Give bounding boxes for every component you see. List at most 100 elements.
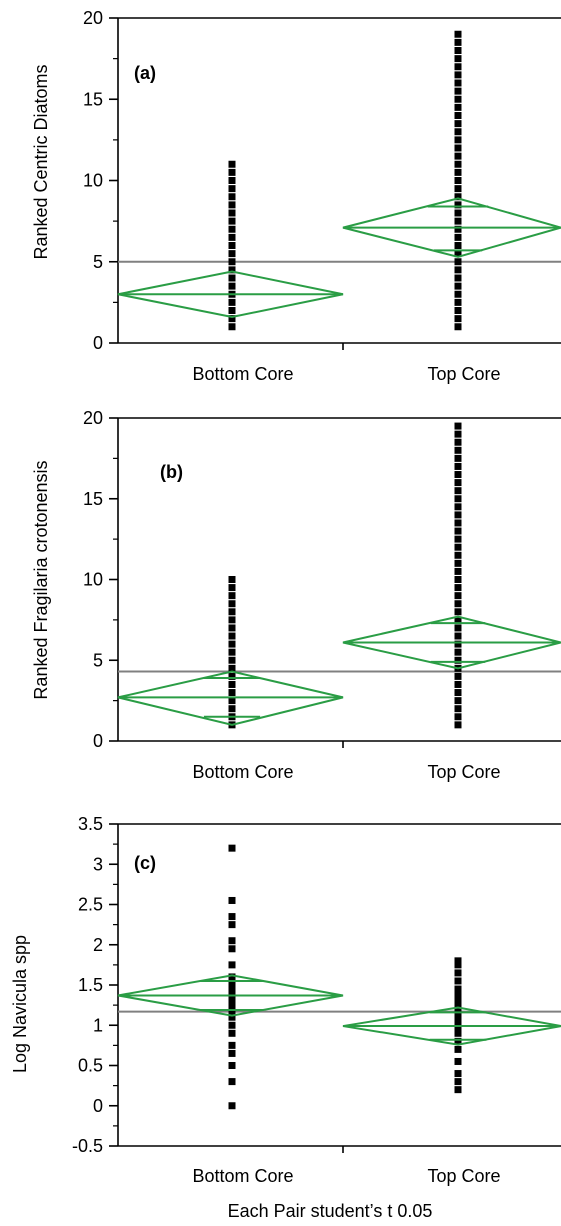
panel-a-data-point bbox=[454, 38, 462, 46]
panel-a-data-point bbox=[454, 47, 462, 54]
panel-b-xtick-top-core: Top Core bbox=[427, 762, 500, 782]
panel-b-data-point bbox=[454, 697, 462, 705]
panel-c-data-point bbox=[454, 1045, 462, 1053]
panel-b-y-tick-label: 15 bbox=[83, 489, 103, 509]
panel-a-data-point bbox=[228, 209, 236, 217]
panel-a-data-point bbox=[228, 160, 236, 168]
panel-a-data-point bbox=[454, 168, 462, 176]
panel-c-data-point bbox=[454, 1013, 462, 1021]
panel-b-data-point bbox=[454, 656, 462, 664]
panel-a-data-point bbox=[228, 193, 236, 201]
panel-c-data-point bbox=[228, 1021, 236, 1029]
panel-a-data-point bbox=[228, 168, 236, 176]
panel-c-data-point bbox=[454, 997, 462, 1005]
panel-b-data-point bbox=[454, 511, 462, 519]
panel-c-data-point bbox=[228, 981, 236, 989]
panel-c-xtick-top-core: Top Core bbox=[427, 1166, 500, 1186]
panel-a-data-point bbox=[454, 136, 462, 144]
panel-c-y-tick-label: 0.5 bbox=[78, 1056, 103, 1076]
panel-a-data-point bbox=[228, 177, 236, 184]
panel-b-data-point bbox=[454, 446, 462, 454]
panel-b-data-point bbox=[454, 616, 462, 624]
panel-c-data-point bbox=[454, 1025, 462, 1033]
panel-c-data-point bbox=[228, 1009, 236, 1017]
panel-a-data-point bbox=[454, 185, 462, 193]
panel-b-data-point bbox=[228, 600, 236, 608]
panel-a-data-point bbox=[454, 79, 462, 87]
panel-a-data-point bbox=[454, 193, 462, 201]
panel-b-data-point bbox=[454, 632, 462, 640]
panel-b-data-point bbox=[454, 471, 462, 479]
panel-b-data-point bbox=[454, 584, 462, 592]
panel-c-data-point bbox=[454, 1070, 462, 1078]
panel-a-data-point bbox=[228, 185, 236, 193]
panel-b-data-point bbox=[228, 705, 236, 713]
panel-b-data-point bbox=[228, 576, 236, 583]
panel-c-data-point bbox=[454, 993, 462, 1001]
panel-c-y-tick-label: 2 bbox=[93, 935, 103, 955]
panel-b-xtick-bottom-core: Bottom Core bbox=[192, 762, 293, 782]
panel-a-means-diamond bbox=[342, 197, 561, 258]
panel-b-data-point bbox=[454, 479, 462, 487]
panel-a-data-point bbox=[454, 55, 462, 63]
panel-b-data-point bbox=[454, 680, 462, 688]
panel-c-data-point bbox=[228, 961, 236, 969]
panel-a-data-point bbox=[454, 128, 462, 136]
panel-a-data-point bbox=[228, 225, 236, 233]
panel-b-y-tick-label: 10 bbox=[83, 570, 103, 590]
panel-b-data-point bbox=[228, 656, 236, 664]
panel-a-data-point bbox=[454, 201, 462, 209]
panel-a-data-point bbox=[454, 282, 462, 290]
panel-b-data-point bbox=[228, 608, 236, 616]
panel-a-data-point bbox=[454, 307, 462, 314]
panel-b-data-point bbox=[454, 503, 462, 511]
panel-b-data-point bbox=[454, 648, 462, 656]
panel-b-data-point bbox=[454, 527, 462, 535]
panel-c-data-point bbox=[228, 1041, 236, 1049]
panel-a-data-point bbox=[454, 323, 462, 331]
panel-a-data-point bbox=[228, 266, 236, 274]
panel-c-data-point bbox=[228, 1049, 236, 1057]
figure-xlabel: Each Pair student’s t 0.05 bbox=[228, 1201, 433, 1221]
panel-b-data-point bbox=[228, 640, 236, 648]
panel-b-data-point bbox=[228, 616, 236, 624]
panel-b-data-point bbox=[228, 672, 236, 680]
panel-b-data-point bbox=[454, 559, 462, 567]
panel-a-data-point bbox=[454, 160, 462, 168]
panel-a-data-point bbox=[454, 266, 462, 274]
panel-a-data-point bbox=[454, 30, 462, 38]
panel-c-data-point bbox=[228, 989, 236, 997]
panel-a-data-point bbox=[454, 152, 462, 160]
panel-a-data-point bbox=[454, 217, 462, 225]
panel-c-data-point bbox=[454, 1005, 462, 1013]
panel-b-data-point bbox=[454, 721, 462, 729]
panel-c-y-tick-label: 0 bbox=[93, 1096, 103, 1116]
panel-c-y-tick-label: 2.5 bbox=[78, 895, 103, 915]
panel-a-data-point bbox=[454, 209, 462, 217]
panel-b-data-point bbox=[454, 705, 462, 713]
panel-c-data-point bbox=[228, 997, 236, 1005]
panel-c-data-point bbox=[454, 1086, 462, 1094]
panel-a-data-point bbox=[228, 323, 236, 331]
panel-a-data-point bbox=[228, 242, 236, 249]
panel-c-data-point bbox=[228, 973, 236, 981]
panel-c-data-point bbox=[454, 989, 462, 997]
panel-b-y-tick-label: 0 bbox=[93, 731, 103, 751]
panel-b-data-point bbox=[454, 576, 462, 583]
panel-c-y-tick-label: 3 bbox=[93, 854, 103, 874]
panel-b-data-point bbox=[228, 592, 236, 600]
panel-b-data-point bbox=[454, 672, 462, 680]
panel-b-y-tick-label: 20 bbox=[83, 408, 103, 428]
panel-a-data-point bbox=[228, 250, 236, 258]
panel-b-y-tick-label: 5 bbox=[93, 650, 103, 670]
panel-c-data-point bbox=[228, 1102, 236, 1110]
panel-b-data-point bbox=[454, 689, 462, 697]
panel-c-data-point bbox=[228, 896, 236, 904]
panel-b-data-point bbox=[454, 624, 462, 632]
panel-b-plot: 0 5 10 15 20 bbox=[83, 408, 561, 751]
panel-a-y-tick-label: 5 bbox=[93, 252, 103, 272]
panel-a-data-point bbox=[454, 120, 462, 128]
panel-a: Ranked Centric Diatoms (a) 0 5 10 15 20 Bott… bbox=[31, 8, 561, 384]
panel-a-data-point bbox=[454, 315, 462, 323]
